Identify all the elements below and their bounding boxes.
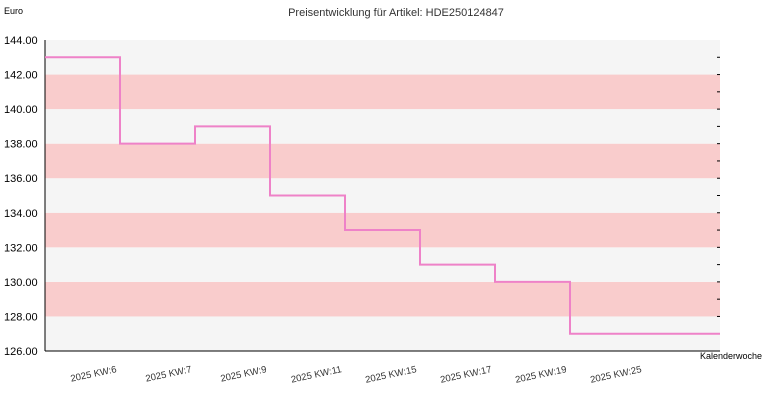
y-axis-label: Euro — [4, 6, 23, 16]
series-group — [45, 56, 720, 335]
y-tick-label: 132.00 — [4, 242, 38, 254]
x-tick-label: 2025 KW:6 — [70, 364, 118, 384]
y-tick-label: 144.00 — [4, 35, 38, 47]
background-band — [45, 40, 720, 75]
x-tick-label: 2025 KW:17 — [439, 364, 492, 386]
background-band — [45, 247, 720, 282]
series-line — [45, 56, 720, 335]
y-tick-label: 134.00 — [4, 208, 38, 220]
y-tick-label: 128.00 — [4, 311, 38, 323]
y-tick-label: 138.00 — [4, 139, 38, 151]
background-bands — [45, 40, 720, 351]
y-tick-label: 136.00 — [4, 173, 38, 185]
x-tick-label: 2025 KW:25 — [589, 364, 642, 386]
y-tick-labels: 144.00 142.00 140.00 138.00 136.00 134.00 132.… — [4, 35, 38, 358]
y-tick-label: 130.00 — [4, 277, 38, 289]
y-tick-label: 142.00 — [4, 70, 38, 82]
background-band — [45, 74, 720, 110]
y-tick-label: 126.00 — [4, 346, 38, 358]
x-tick-labels: 2025 KW:6 2025 KW:7 2025 KW:9 2025 KW:11 202… — [70, 364, 643, 386]
y-tick-label: 140.00 — [4, 104, 38, 116]
background-band — [45, 178, 720, 213]
y-tick-marks — [717, 56, 720, 335]
chart-title: Preisentwicklung für Artikel: HDE2501248… — [288, 7, 504, 19]
background-band — [45, 143, 720, 179]
x-tick-label: 2025 KW:19 — [514, 364, 567, 386]
x-tick-label: 2025 KW:9 — [220, 364, 268, 384]
x-tick-label: 2025 KW:15 — [364, 364, 417, 386]
background-band — [45, 281, 720, 317]
background-band — [45, 109, 720, 144]
x-tick-label: 2025 KW:7 — [145, 364, 193, 384]
x-tick-label: 2025 KW:11 — [290, 364, 343, 385]
x-axis-label: Kalenderwoche — [700, 351, 762, 361]
